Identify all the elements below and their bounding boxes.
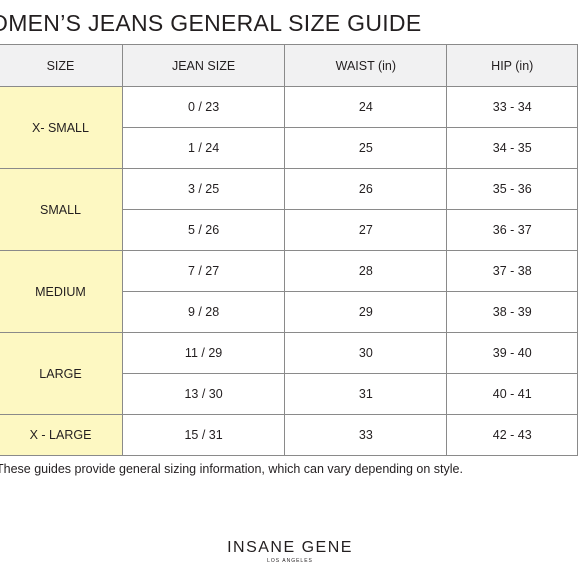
hip-cell: 36 - 37 [446, 209, 578, 251]
header-hip: HIP (in) [446, 44, 578, 87]
hip-cell: 35 - 36 [446, 168, 578, 210]
size-label: MEDIUM [0, 250, 123, 333]
brand-logo: INSANE GENE LOS ANGELES [0, 539, 580, 564]
jean-size-cell: 13 / 30 [121, 373, 286, 415]
waist-cell: 24 [284, 86, 448, 128]
jean-size-cell: 0 / 23 [121, 86, 286, 128]
size-label: X- SMALL [0, 86, 123, 169]
waist-cell: 30 [284, 332, 448, 374]
waist-cell: 26 [284, 168, 448, 210]
table-row: MEDIUM 7 / 27 28 37 - 38 [0, 250, 578, 333]
size-guide-table: SIZE JEAN SIZE WAIST (in) HIP (in) X- SM… [0, 44, 578, 456]
table-header-row: SIZE JEAN SIZE WAIST (in) HIP (in) [0, 44, 578, 87]
table-row: 1 / 24 25 34 - 35 [0, 127, 578, 169]
table-row: 13 / 30 31 40 - 41 [0, 373, 578, 415]
table-row: 5 / 26 27 36 - 37 [0, 209, 578, 251]
table-row: 9 / 28 29 38 - 39 [0, 291, 578, 333]
hip-cell: 39 - 40 [446, 332, 578, 374]
waist-cell: 31 [284, 373, 448, 415]
hip-cell: 38 - 39 [446, 291, 578, 333]
jean-size-cell: 1 / 24 [121, 127, 286, 169]
header-size: SIZE [0, 44, 123, 87]
size-label: LARGE [0, 332, 123, 415]
jean-size-cell: 15 / 31 [121, 414, 286, 456]
jean-size-cell: 5 / 26 [121, 209, 286, 251]
header-waist: WAIST (in) [284, 44, 448, 87]
waist-cell: 28 [284, 250, 448, 292]
hip-cell: 33 - 34 [446, 86, 578, 128]
hip-cell: 34 - 35 [446, 127, 578, 169]
waist-cell: 27 [284, 209, 448, 251]
waist-cell: 25 [284, 127, 448, 169]
brand-location: LOS ANGELES [267, 558, 313, 564]
size-label: SMALL [0, 168, 123, 251]
hip-cell: 40 - 41 [446, 373, 578, 415]
brand-name: INSANE GENE [227, 539, 353, 556]
hip-cell: 42 - 43 [446, 414, 578, 456]
jean-size-cell: 9 / 28 [121, 291, 286, 333]
size-label: X - LARGE [0, 414, 123, 456]
table-row: X - LARGE 15 / 31 33 42 - 43 [0, 414, 578, 456]
waist-cell: 29 [284, 291, 448, 333]
header-jean-size: JEAN SIZE [121, 44, 286, 87]
jean-size-cell: 11 / 29 [121, 332, 286, 374]
page-title: OMEN’S JEANS GENERAL SIZE GUIDE [0, 10, 422, 36]
table-row: X- SMALL 0 / 23 24 33 - 34 [0, 86, 578, 169]
hip-cell: 37 - 38 [446, 250, 578, 292]
jean-size-cell: 3 / 25 [121, 168, 286, 210]
sizing-note: These guides provide general sizing info… [0, 462, 463, 476]
table-row: LARGE 11 / 29 30 39 - 40 [0, 332, 578, 415]
waist-cell: 33 [284, 414, 448, 456]
table-row: SMALL 3 / 25 26 35 - 36 [0, 168, 578, 251]
jean-size-cell: 7 / 27 [121, 250, 286, 292]
